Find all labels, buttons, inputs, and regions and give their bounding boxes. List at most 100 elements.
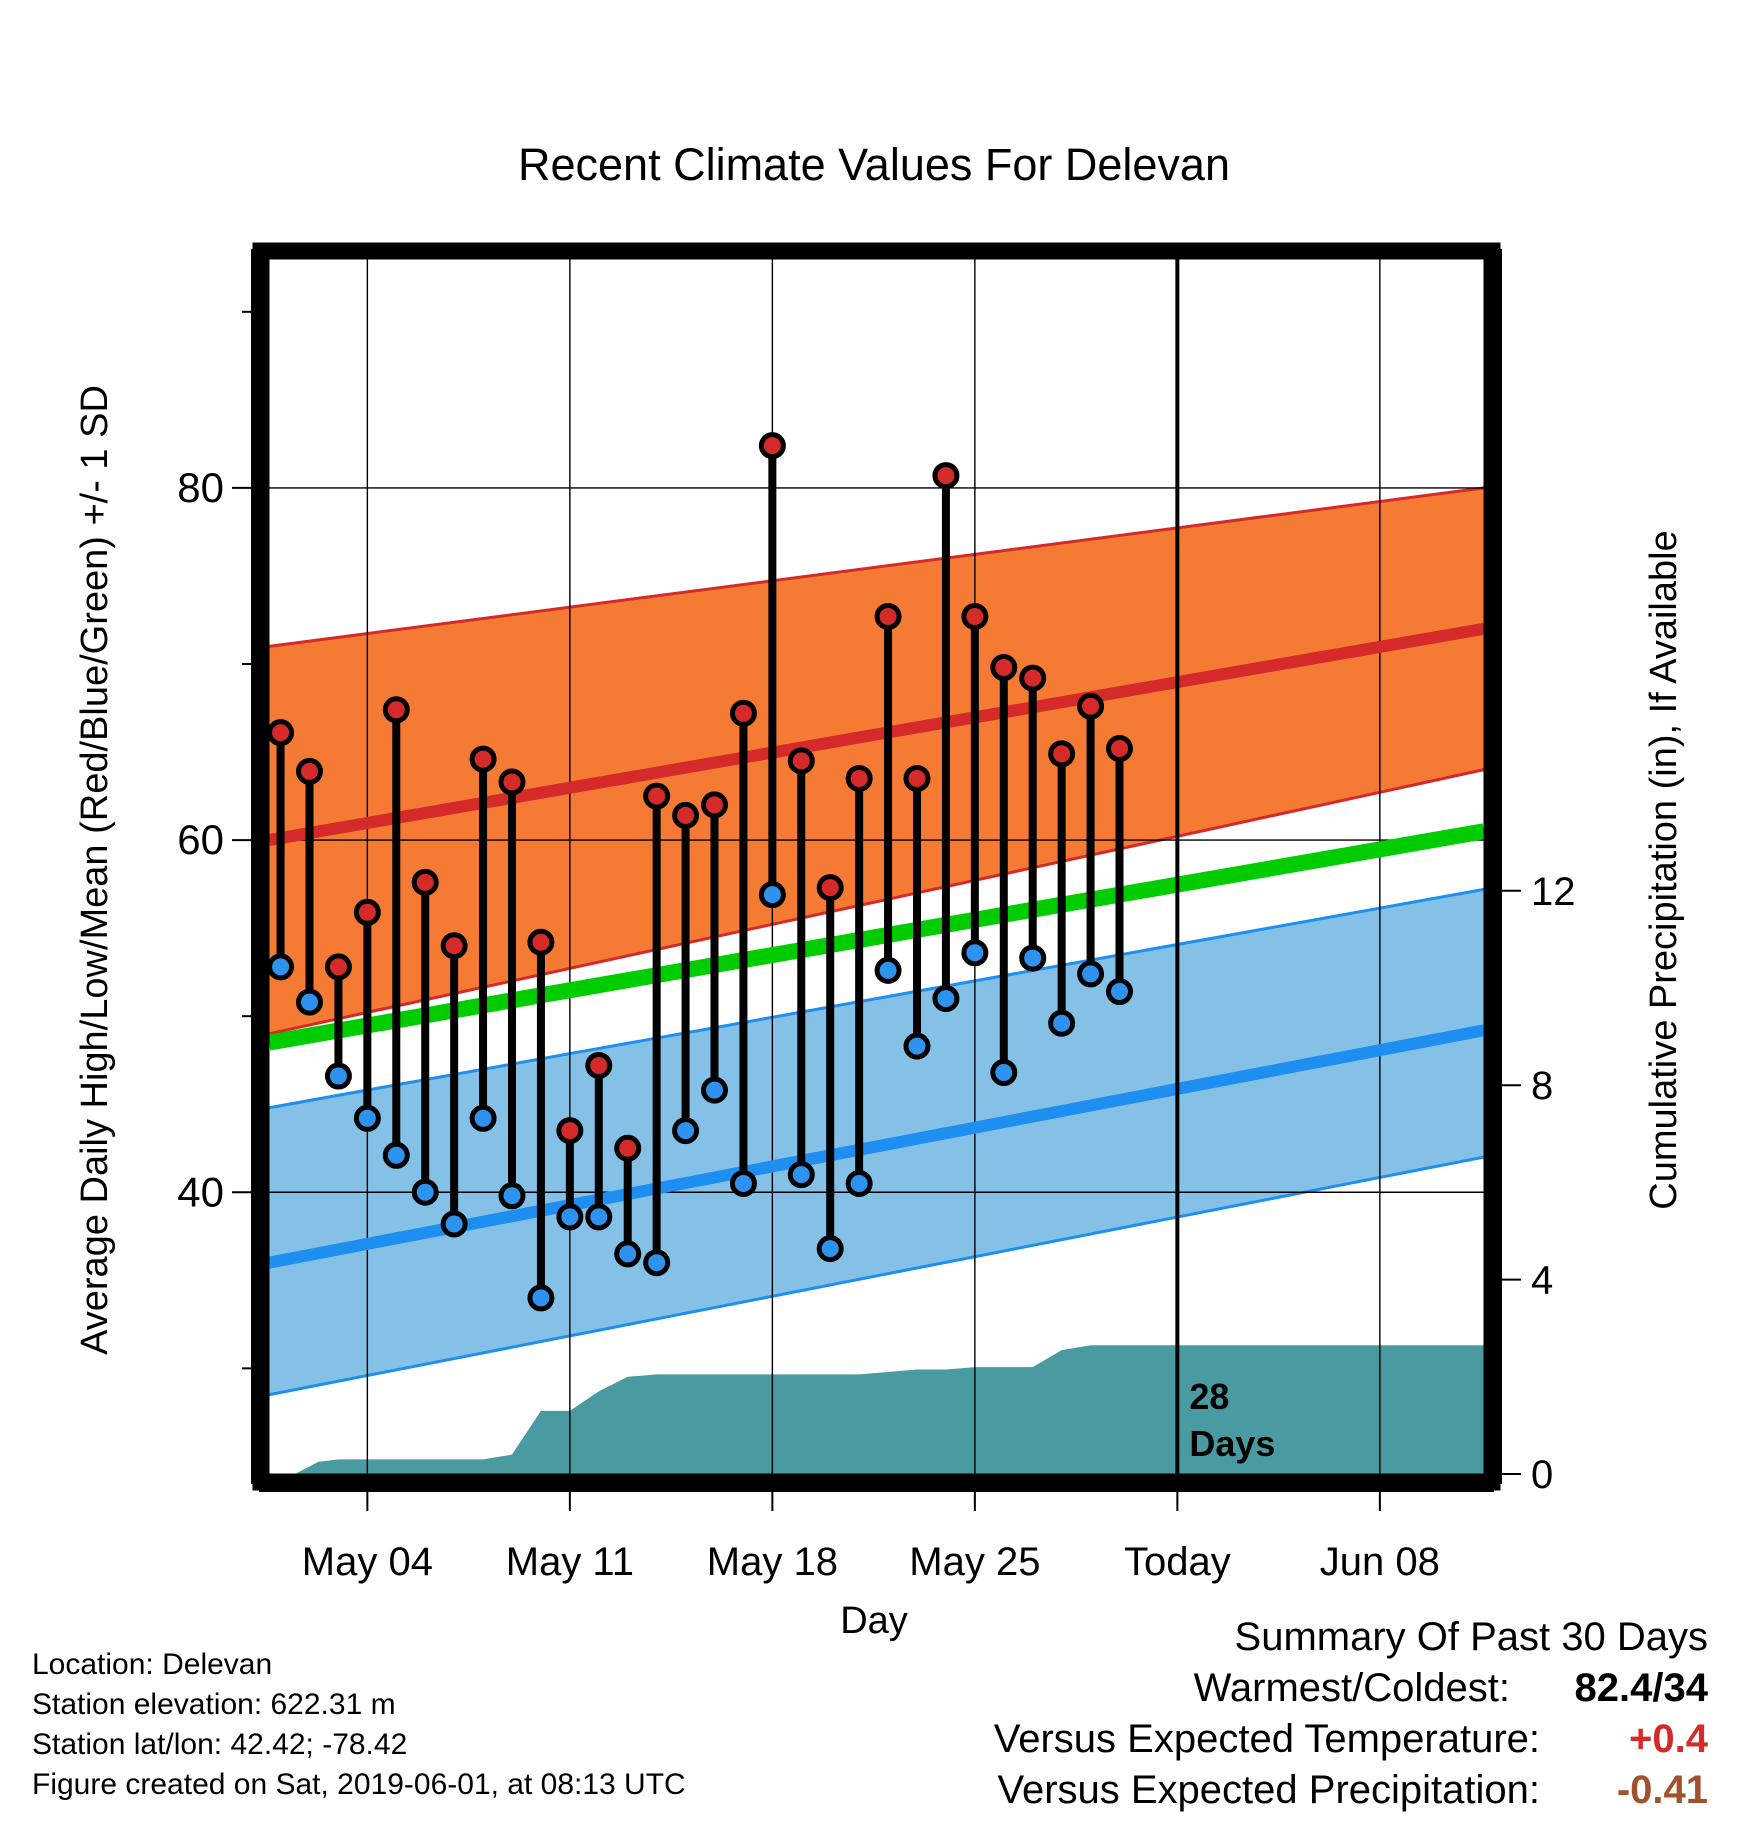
daily-high-point xyxy=(585,1051,613,1079)
daily-high-point xyxy=(758,432,786,460)
daily-high-point xyxy=(469,745,497,773)
station-info: Location: Delevan Station elevation: 622… xyxy=(32,1645,686,1805)
daily-high-point xyxy=(961,602,989,630)
daily-high-point xyxy=(816,874,844,902)
summary-warmest-coldest: Warmest/Coldest: 82.4/34 xyxy=(994,1663,1708,1714)
summary-precipitation: Versus Expected Precipitation: -0.41 xyxy=(994,1765,1708,1816)
daily-low-point xyxy=(324,1062,352,1090)
summary-title: Summary Of Past 30 Days xyxy=(1234,1615,1708,1659)
daily-low-point xyxy=(643,1249,671,1277)
daily-low-point xyxy=(440,1210,468,1238)
y2-axis-label: Cumulative Precipitation (in), If Availa… xyxy=(1643,530,1685,1209)
daily-high-point xyxy=(874,602,902,630)
daily-high-point xyxy=(643,782,671,810)
x-tick-label: Today xyxy=(1124,1540,1231,1584)
daily-high-point xyxy=(1077,692,1105,720)
today-count-label: 28 xyxy=(1189,1376,1229,1417)
daily-low-point xyxy=(1106,978,1133,1006)
location-text: Location: Delevan xyxy=(32,1648,273,1681)
y-tick-label: 80 xyxy=(177,464,224,511)
daily-low-point xyxy=(267,953,295,981)
daily-high-point xyxy=(556,1117,584,1145)
daily-low-point xyxy=(1019,944,1047,972)
daily-low-point xyxy=(1048,1009,1076,1037)
daily-high-point xyxy=(353,898,381,926)
daily-low-point xyxy=(556,1203,584,1231)
daily-low-point xyxy=(932,985,960,1013)
daily-low-point xyxy=(527,1284,555,1312)
y2-tick-label: 8 xyxy=(1531,1064,1553,1108)
daily-low-point xyxy=(382,1141,410,1169)
daily-low-point xyxy=(845,1169,873,1197)
daily-low-point xyxy=(469,1104,497,1132)
daily-high-point xyxy=(1106,735,1133,763)
plot-frame xyxy=(252,242,1501,1491)
daily-low-point xyxy=(990,1059,1018,1087)
summary-panel: Summary Of Past 30 Days Warmest/Coldest:… xyxy=(994,1612,1708,1816)
precipitation-fill xyxy=(295,1345,1485,1474)
x-tick-label: May 18 xyxy=(707,1540,838,1584)
today-days-label: Days xyxy=(1189,1423,1275,1464)
precip-label: Versus Expected Precipitation: xyxy=(997,1768,1540,1812)
daily-high-point xyxy=(614,1134,642,1162)
elevation-text: Station elevation: 622.31 m xyxy=(32,1688,396,1721)
daily-high-point xyxy=(1019,664,1047,692)
daily-high-point xyxy=(1048,740,1076,768)
daily-low-point xyxy=(672,1117,700,1145)
daily-low-point xyxy=(758,881,786,909)
daily-low-point xyxy=(787,1161,815,1189)
y-axis-label: Average Daily High/Low/Mean (Red/Blue/Gr… xyxy=(74,385,116,1355)
today-marker: 28 Days xyxy=(1175,259,1275,1474)
precip-value: -0.41 xyxy=(1616,1768,1708,1812)
latlon-text: Station lat/lon: 42.42; -78.42 xyxy=(32,1728,408,1761)
daily-high-point xyxy=(845,764,873,792)
daily-low-point xyxy=(729,1169,757,1197)
daily-high-point xyxy=(903,764,931,792)
y2-tick-label: 12 xyxy=(1531,870,1576,914)
daily-low-point xyxy=(1077,960,1105,988)
x-tick-label: Jun 08 xyxy=(1320,1540,1440,1584)
precipitation-area xyxy=(295,1345,1485,1474)
low-sd-band-lower-edge xyxy=(268,1155,1485,1397)
temp-label: Versus Expected Temperature: xyxy=(993,1717,1540,1761)
normal-lines xyxy=(267,622,1486,1269)
y-tick-label: 40 xyxy=(177,1168,224,1215)
y2-tick-label: 0 xyxy=(1531,1453,1553,1497)
daily-high-point xyxy=(990,654,1018,682)
y2-tick-label: 4 xyxy=(1531,1259,1553,1303)
daily-high-point xyxy=(440,932,468,960)
low-sd-band-upper-edge xyxy=(268,887,1485,1110)
summary-temperature: Versus Expected Temperature: +0.4 xyxy=(994,1714,1708,1765)
daily-low-point xyxy=(411,1178,439,1206)
daily-observations xyxy=(267,432,1133,1312)
daily-high-point xyxy=(701,791,728,819)
daily-low-point xyxy=(498,1182,526,1210)
y-tick-label: 60 xyxy=(177,816,224,863)
daily-high-point xyxy=(672,801,700,829)
daily-high-point xyxy=(267,719,295,747)
x-tick-label: May 11 xyxy=(506,1540,634,1584)
warmest-coldest-label: Warmest/Coldest: xyxy=(1193,1666,1510,1710)
daily-high-point xyxy=(382,696,410,724)
daily-low-point xyxy=(353,1104,381,1132)
daily-high-point xyxy=(324,953,352,981)
daily-low-point xyxy=(614,1240,642,1268)
daily-high-point xyxy=(729,699,757,727)
daily-low-point xyxy=(296,988,323,1016)
daily-low-point xyxy=(816,1235,844,1263)
axes: 40 60 80 0 4 8 12 May 04 May 11 May 18 May 25 Today… xyxy=(177,249,1576,1584)
daily-low-point xyxy=(874,956,902,984)
daily-high-point xyxy=(411,868,439,896)
high-normal-line xyxy=(267,622,1486,846)
daily-high-point xyxy=(527,928,555,956)
x-tick-label: May 04 xyxy=(302,1540,433,1584)
x-axis-label: Day xyxy=(840,1600,908,1642)
daily-high-point xyxy=(296,757,323,785)
daily-low-point xyxy=(701,1076,728,1104)
warmest-coldest-value: 82.4/34 xyxy=(1574,1666,1708,1710)
daily-high-point xyxy=(498,768,526,796)
temp-value: +0.4 xyxy=(1629,1717,1708,1761)
mean-normal-line xyxy=(267,823,1486,1051)
chart-title: Recent Climate Values For Delevan xyxy=(518,139,1230,190)
